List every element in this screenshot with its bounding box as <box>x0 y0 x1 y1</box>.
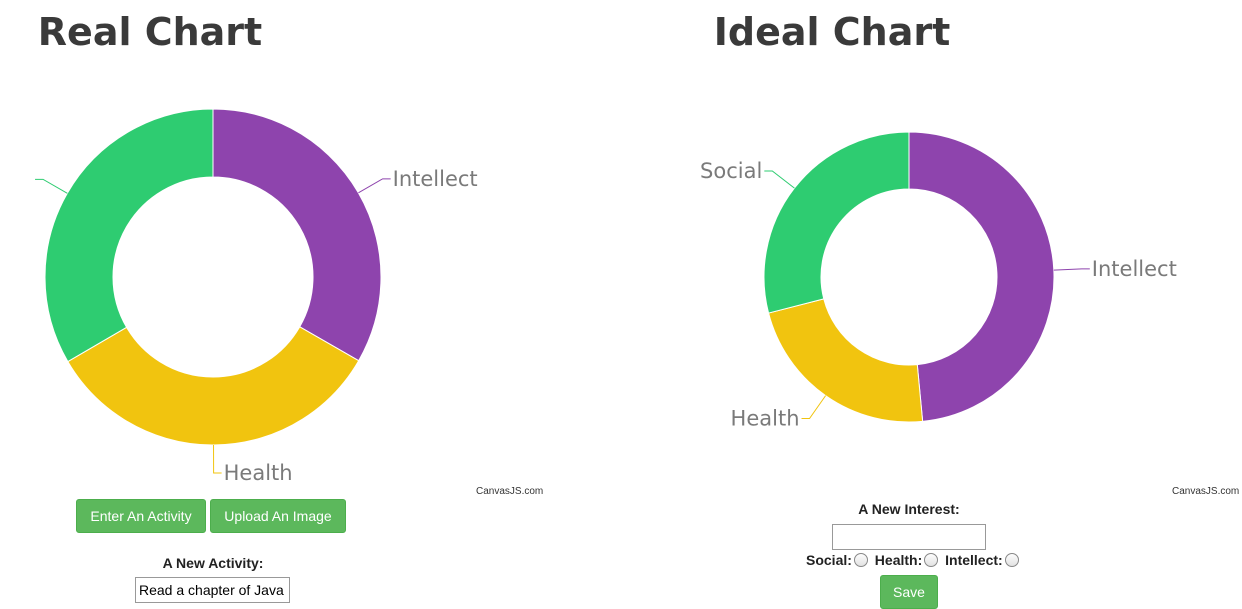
slice-label-health: Health <box>731 407 800 431</box>
radio-label-health: Health: <box>874 552 923 568</box>
canvasjs-credit: CanvasJS.com <box>1172 486 1240 497</box>
save-button[interactable]: Save <box>880 575 938 609</box>
chart-title: Ideal Chart <box>713 10 951 54</box>
slice-connector <box>35 178 68 194</box>
social-radio[interactable] <box>853 553 868 567</box>
new-activity-input[interactable] <box>135 577 290 603</box>
slice-label-social: Social <box>700 159 762 183</box>
real-chart-panel: Real Chart Intellect Health CanvasJS.com … <box>0 0 560 603</box>
interest-type-radios: Social: Health: Intellect: <box>806 552 1022 568</box>
radio-label-social: Social: <box>806 552 852 568</box>
slice-label-intellect: Intellect <box>1092 257 1177 281</box>
slice-health[interactable] <box>67 326 360 446</box>
health-radio[interactable] <box>924 553 939 567</box>
slice-unlabeled[interactable] <box>44 108 214 363</box>
intellect-radio[interactable] <box>1004 553 1019 567</box>
ideal-chart-panel: Ideal Chart Intellect Health Social Canvas… <box>682 0 1242 609</box>
ideal-chart-doughnut: Intellect Health Social <box>700 131 1177 431</box>
slice-health[interactable] <box>767 298 924 423</box>
new-interest-label: A New Interest: <box>858 501 960 517</box>
slice-connector <box>213 444 222 474</box>
slice-connector <box>801 395 827 420</box>
slice-intellect[interactable] <box>908 131 1055 422</box>
enter-activity-button[interactable]: Enter An Activity <box>76 499 206 533</box>
new-interest-input[interactable] <box>832 524 986 550</box>
new-activity-label: A New Activity: <box>162 555 264 571</box>
upload-image-button[interactable]: Upload An Image <box>210 499 346 533</box>
real-chart-doughnut: Intellect Health <box>35 108 478 485</box>
slice-connector <box>358 178 391 194</box>
slice-connector <box>1053 268 1090 271</box>
slice-intellect[interactable] <box>212 108 382 362</box>
slice-connector <box>764 170 795 189</box>
chart-title: Real Chart <box>37 10 263 54</box>
slice-social[interactable] <box>763 131 910 314</box>
slice-label-health: Health <box>224 461 293 485</box>
canvasjs-credit: CanvasJS.com <box>476 486 544 497</box>
slice-label-intellect: Intellect <box>393 167 478 191</box>
radio-label-intellect: Intellect: <box>945 552 1003 568</box>
